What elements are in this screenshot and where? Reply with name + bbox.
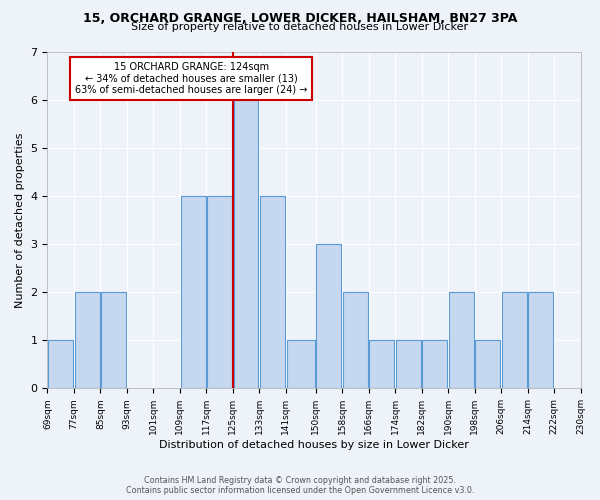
Bar [316,244,341,388]
Bar [260,196,285,388]
Bar [370,340,394,388]
Text: 15, ORCHARD GRANGE, LOWER DICKER, HAILSHAM, BN27 3PA: 15, ORCHARD GRANGE, LOWER DICKER, HAILSH… [83,12,517,26]
Text: Contains HM Land Registry data © Crown copyright and database right 2025.
Contai: Contains HM Land Registry data © Crown c… [126,476,474,495]
Bar [502,292,527,388]
Text: 15 ORCHARD GRANGE: 124sqm
← 34% of detached houses are smaller (13)
63% of semi-: 15 ORCHARD GRANGE: 124sqm ← 34% of detac… [75,62,308,95]
Bar [287,340,315,388]
Bar [181,196,206,388]
Bar [207,196,232,388]
Bar [343,292,368,388]
Text: Size of property relative to detached houses in Lower Dicker: Size of property relative to detached ho… [131,22,469,32]
Bar [101,292,126,388]
Bar [475,340,500,388]
Bar [529,292,553,388]
Bar [422,340,447,388]
Bar [449,292,474,388]
X-axis label: Distribution of detached houses by size in Lower Dicker: Distribution of detached houses by size … [159,440,469,450]
Bar [233,100,259,389]
Y-axis label: Number of detached properties: Number of detached properties [15,132,25,308]
Bar [48,340,73,388]
Bar [396,340,421,388]
Bar [75,292,100,388]
